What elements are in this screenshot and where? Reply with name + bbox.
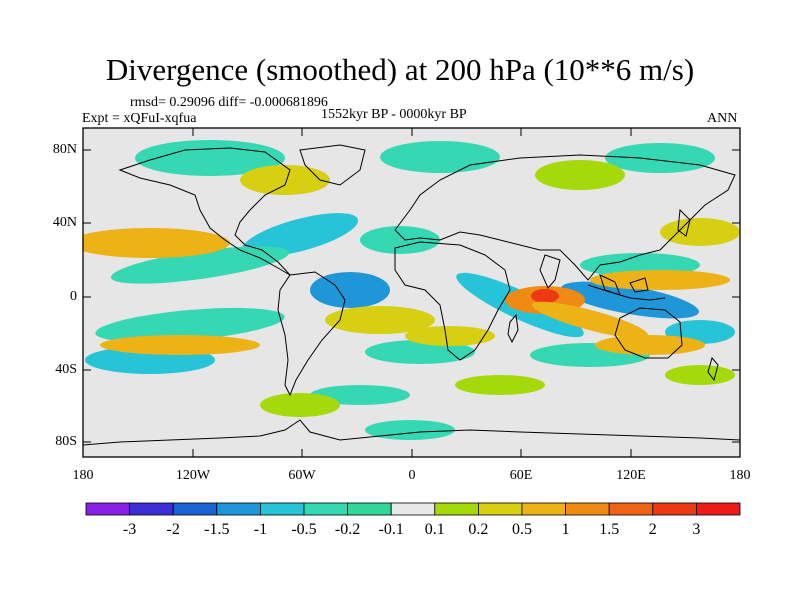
contour-blob [135, 140, 285, 176]
lat-label-eq: 0 [70, 289, 77, 304]
contour-blob [561, 281, 699, 319]
colorbar-label: -1.5 [204, 521, 229, 538]
experiment-label: Expt = xQFuI-xqfua [82, 111, 197, 126]
lon-label-120e: 120E [616, 468, 646, 483]
coastline [587, 284, 666, 301]
stats-label: rmsd= 0.29096 diff= -0.000681896 [130, 95, 328, 110]
contour-blob [405, 326, 495, 346]
colorbar-swatch [652, 502, 697, 516]
lon-label-120w: 120W [175, 468, 211, 483]
contour-blob [535, 160, 625, 190]
colorbar-swatch [565, 502, 610, 516]
colorbar-swatch [129, 502, 174, 516]
colorbar-swatch [347, 502, 392, 516]
colorbar-swatch [303, 502, 348, 516]
colorbar-label: 0.2 [468, 521, 488, 538]
tick-marks [82, 128, 741, 457]
contour-blob [241, 213, 359, 257]
lat-label-40s: 40S [55, 362, 77, 377]
contour-blob [595, 335, 705, 355]
colorbar: -3 -2 -1.5 -1 -0.5 -0.2 -0.1 0.1 0.2 0.5 1 1.5 2 3 [85, 502, 741, 538]
coastline [394, 241, 511, 361]
lat-label-80n: 80N [52, 142, 77, 157]
contour-blob [83, 228, 230, 258]
map-title: Divergence (smoothed) at 200 hPa (10**6 … [105, 52, 695, 87]
contour-blob [100, 335, 260, 355]
colorbar-label: 1.5 [599, 521, 619, 538]
colorbar-swatch [521, 502, 566, 516]
colorbar-label: -1 [254, 521, 267, 538]
colorbar-swatch [477, 502, 523, 516]
colorbar-label: -0.5 [291, 521, 316, 538]
contour-blob [455, 375, 545, 395]
contour-blob [110, 246, 290, 284]
colorbar-swatch [390, 502, 436, 516]
colorbar-label: -0.2 [335, 521, 360, 538]
coastline [118, 147, 291, 276]
coastline [83, 419, 740, 446]
coastline [394, 154, 736, 281]
contour-blob [95, 307, 285, 343]
coastline [507, 313, 519, 344]
contour-blob [665, 365, 735, 385]
colorbar-swatch [172, 502, 218, 516]
coastlines [83, 144, 740, 446]
period-label: 1552kyr BP - 0000kyr BP [321, 107, 467, 122]
coastline [277, 271, 346, 397]
contour-blob [240, 165, 330, 195]
colorbar-label: -0.1 [379, 521, 404, 538]
coastline [707, 356, 719, 382]
colorbar-swatch [608, 502, 654, 516]
contour-blob [365, 420, 455, 440]
colorbar-swatch [85, 502, 130, 516]
lon-label-60e: 60E [509, 468, 533, 483]
coastline [599, 274, 621, 296]
coastline [629, 277, 649, 293]
contour-blob [360, 226, 440, 254]
lon-label-60w: 60W [288, 468, 316, 483]
contour-blob [531, 301, 649, 339]
colorbar-label: 3 [692, 521, 700, 538]
lon-label-180w: 180 [72, 468, 94, 483]
colorbar-label: 0.1 [425, 521, 445, 538]
coastline [539, 254, 561, 289]
coastline [299, 144, 366, 186]
colorbar-swatch [216, 502, 261, 516]
lon-label-180e: 180 [729, 468, 751, 483]
contour-blob [380, 141, 500, 173]
colorbar-swatch [696, 502, 741, 516]
contour-blob [310, 272, 390, 308]
colorbar-label: -2 [167, 521, 180, 538]
lon-label-0: 0 [408, 468, 416, 483]
season-label: ANN [707, 111, 738, 126]
lat-label-80s: 80S [55, 434, 77, 449]
colorbar-label: -3 [123, 521, 136, 538]
colorbar-swatch [259, 502, 305, 516]
colorbar-label: 1 [562, 521, 570, 538]
divergence-field [83, 140, 740, 440]
coastline [677, 208, 691, 237]
contour-blob [325, 306, 435, 334]
lat-label-40n: 40N [52, 215, 77, 230]
colorbar-swatch [434, 502, 479, 516]
colorbar-label: 0.5 [512, 521, 532, 538]
contour-blob [605, 143, 715, 173]
colorbar-label: 2 [649, 521, 657, 538]
contour-blob [531, 289, 559, 303]
contour-blob [590, 270, 730, 290]
contour-blob [260, 393, 340, 417]
contour-blob [660, 218, 740, 246]
coastline [614, 307, 683, 359]
